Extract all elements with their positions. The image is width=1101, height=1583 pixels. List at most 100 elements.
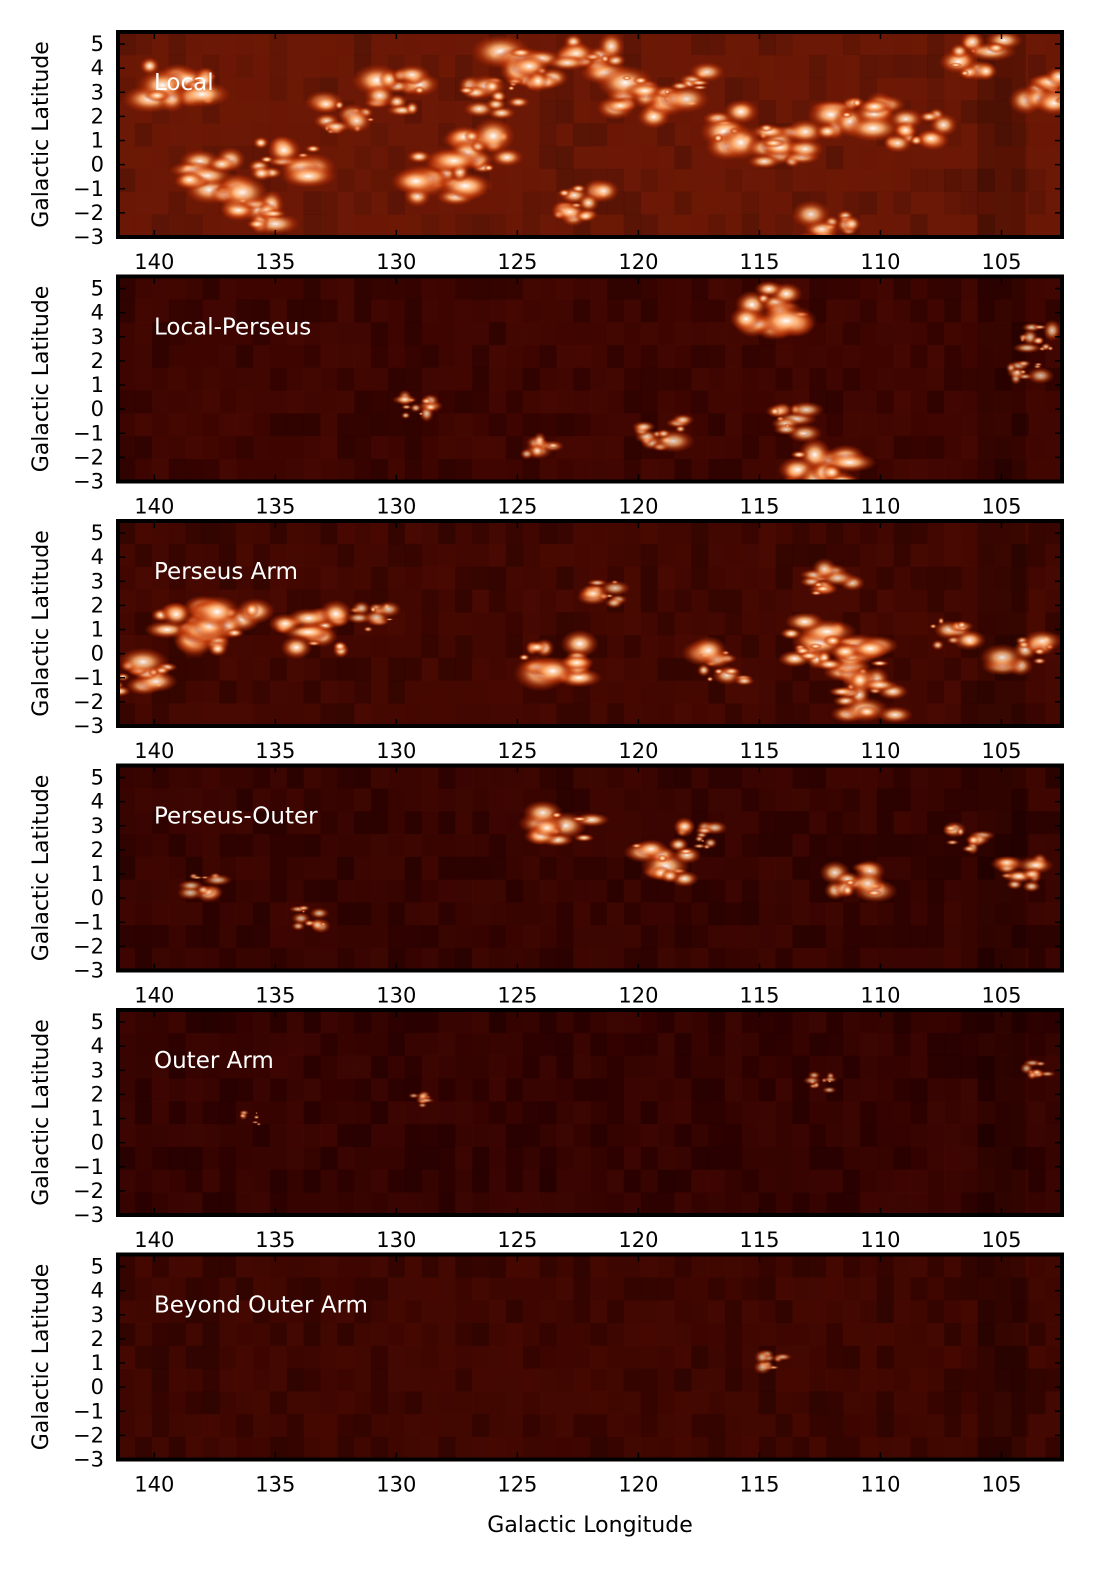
y-axis-label: Galactic Latitude	[29, 41, 54, 228]
y-tick-label: 5	[91, 277, 104, 301]
x-tick-label: 125	[497, 250, 537, 274]
emission-feature	[753, 1360, 772, 1375]
emission-feature	[918, 111, 940, 123]
emission-feature	[557, 188, 572, 198]
emission-feature	[405, 101, 419, 116]
emission-feature	[470, 117, 516, 155]
emission-feature	[525, 640, 548, 654]
emission-feature	[634, 839, 669, 859]
x-axis-label: Galactic Longitude	[487, 1513, 692, 1538]
emission-feature	[1035, 1061, 1047, 1067]
emission-feature	[870, 660, 890, 667]
emission-feature	[413, 86, 426, 95]
map-background	[118, 1010, 1062, 1215]
panel-frame	[116, 30, 1064, 239]
x-tick-label: 115	[739, 739, 779, 763]
emission-feature	[286, 608, 331, 629]
x-tick-label: 135	[255, 250, 295, 274]
emission-feature	[949, 43, 969, 59]
emission-feature	[526, 69, 550, 93]
y-tick-label: 4	[91, 56, 104, 80]
y-tick-label: −3	[73, 1203, 104, 1227]
x-tick-label: 120	[618, 495, 658, 519]
emission-feature	[547, 442, 560, 449]
emission-feature	[670, 81, 691, 91]
emission-feature	[734, 676, 755, 686]
emission-feature	[341, 108, 373, 134]
y-tick-label: 0	[91, 886, 104, 910]
emission-feature	[822, 634, 843, 647]
emission-feature	[840, 111, 853, 119]
x-tick-label: 130	[376, 739, 416, 763]
y-tick-label: 0	[91, 642, 104, 666]
emission-feature	[945, 839, 960, 846]
y-tick-label: −1	[73, 421, 104, 445]
y-tick-label: 1	[91, 373, 104, 397]
emission-feature	[986, 42, 1006, 54]
map-background	[118, 1254, 1062, 1460]
emission-feature	[246, 219, 268, 230]
x-tick-label: 115	[739, 495, 779, 519]
emission-feature	[689, 636, 728, 665]
y-tick-label: 4	[91, 1279, 104, 1303]
emission-feature	[841, 884, 854, 897]
emission-feature	[423, 402, 438, 412]
emission-feature	[790, 199, 831, 229]
y-tick-label: 4	[91, 545, 104, 569]
emission-feature	[674, 818, 696, 834]
emission-feature	[400, 411, 411, 419]
emission-feature	[660, 868, 680, 884]
emission-feature	[1016, 360, 1031, 367]
x-tick-label: 115	[739, 1473, 779, 1497]
emission-feature	[309, 907, 330, 919]
emission-feature	[550, 811, 563, 819]
emission-feature	[788, 401, 825, 419]
emission-feature	[855, 705, 879, 719]
y-tick-label: −2	[73, 690, 104, 714]
y-tick-label: 0	[91, 397, 104, 421]
x-tick-label: 105	[981, 495, 1021, 519]
emission-feature	[1070, 91, 1084, 100]
emission-feature	[877, 706, 913, 724]
map-background	[118, 765, 1062, 971]
y-tick-label: 5	[91, 32, 104, 56]
emission-feature	[297, 905, 311, 911]
y-axis-label: Galactic Latitude	[29, 286, 54, 473]
emission-feature	[207, 641, 228, 657]
map-texture	[118, 32, 1084, 237]
emission-feature	[822, 1086, 837, 1094]
emission-feature	[139, 57, 160, 75]
emission-feature	[518, 653, 530, 661]
y-tick-label: −1	[73, 1399, 104, 1423]
emission-feature	[828, 686, 855, 697]
emission-feature	[974, 61, 998, 81]
emission-feature	[560, 629, 599, 658]
emission-feature	[118, 672, 130, 682]
x-tick-label: 135	[255, 1473, 295, 1497]
y-tick-label: 2	[91, 838, 104, 862]
panel-frame	[116, 519, 1064, 728]
panel-title: Perseus Arm	[154, 559, 298, 585]
emission-feature	[428, 149, 480, 173]
x-tick-label: 140	[134, 1228, 174, 1252]
y-tick-label: 5	[91, 1010, 104, 1034]
emission-feature	[259, 209, 287, 219]
x-tick-label: 120	[618, 739, 658, 763]
y-tick-label: 4	[91, 790, 104, 814]
x-tick-label: 135	[255, 984, 295, 1008]
emission-feature	[754, 304, 818, 338]
emission-feature	[1033, 647, 1046, 656]
x-tick-label: 125	[497, 984, 537, 1008]
emission-feature	[747, 153, 782, 169]
y-tick-label: −2	[73, 445, 104, 469]
emission-feature	[786, 138, 825, 160]
emission-feature	[118, 647, 169, 676]
y-tick-label: −1	[73, 177, 104, 201]
emission-feature	[577, 584, 610, 603]
emission-feature	[850, 871, 886, 896]
emission-feature	[408, 1092, 420, 1099]
y-tick-label: −3	[73, 714, 104, 738]
emission-feature	[489, 89, 508, 103]
